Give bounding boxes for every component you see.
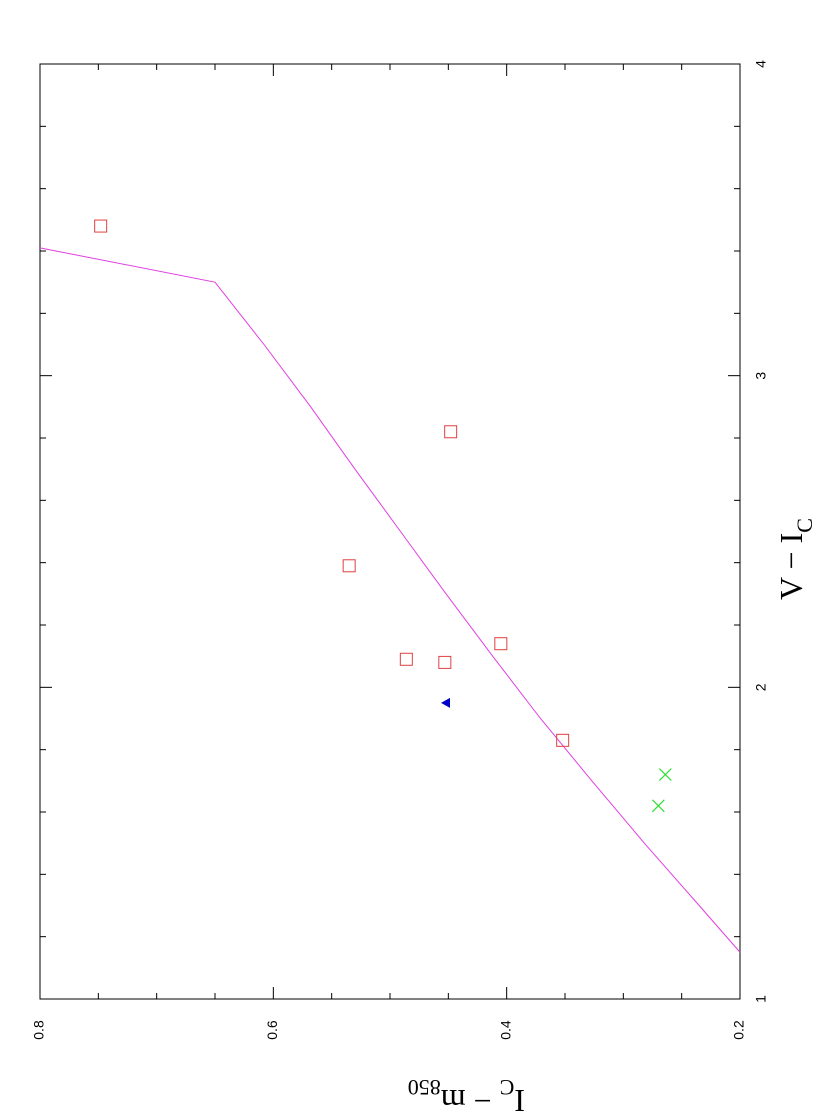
svg-text:IC − m850: IC − m850 <box>408 1075 525 1111</box>
y-axis-title: IC − m850 <box>408 1075 525 1111</box>
y-tick-label: 0.4 <box>497 1020 513 1040</box>
y-axis-title-mid: − m <box>441 1083 500 1111</box>
y-axis-title-sub: C <box>500 1075 515 1100</box>
square-marker <box>399 652 413 666</box>
tick-labels: 1 2 3 4 0.2 0.4 0.6 0.8 <box>31 60 769 1040</box>
square-marker <box>494 637 508 651</box>
cross-marker <box>651 799 665 813</box>
square-marker <box>342 559 356 573</box>
y-tick-label: 0.6 <box>264 1020 280 1040</box>
svg-text:V − IC: V − IC <box>773 518 817 600</box>
triangle-marker <box>441 697 450 708</box>
y-tick-label: 0.2 <box>731 1020 747 1040</box>
x-tick-label: 3 <box>753 372 769 380</box>
y-tick-label: 0.8 <box>31 1020 47 1040</box>
square-marker <box>94 219 108 233</box>
square-marker <box>556 733 570 747</box>
x-axis-title: V − IC <box>773 518 817 600</box>
plot-frame <box>39 63 741 1000</box>
data-markers <box>94 219 672 813</box>
y-axis-title-sub2: 850 <box>408 1075 441 1100</box>
x-tick-label: 4 <box>753 60 769 68</box>
y-axis-title-main: I <box>514 1083 525 1111</box>
cross-marker <box>658 768 672 782</box>
axis-ticks <box>39 63 741 1000</box>
square-marker <box>438 655 452 669</box>
x-tick-label: 1 <box>753 995 769 1003</box>
fit-curve <box>39 247 741 953</box>
x-axis-title-sub: C <box>792 518 817 533</box>
square-marker <box>444 425 458 439</box>
x-tick-label: 2 <box>753 683 769 691</box>
x-axis-title-main: V − I <box>773 533 809 600</box>
